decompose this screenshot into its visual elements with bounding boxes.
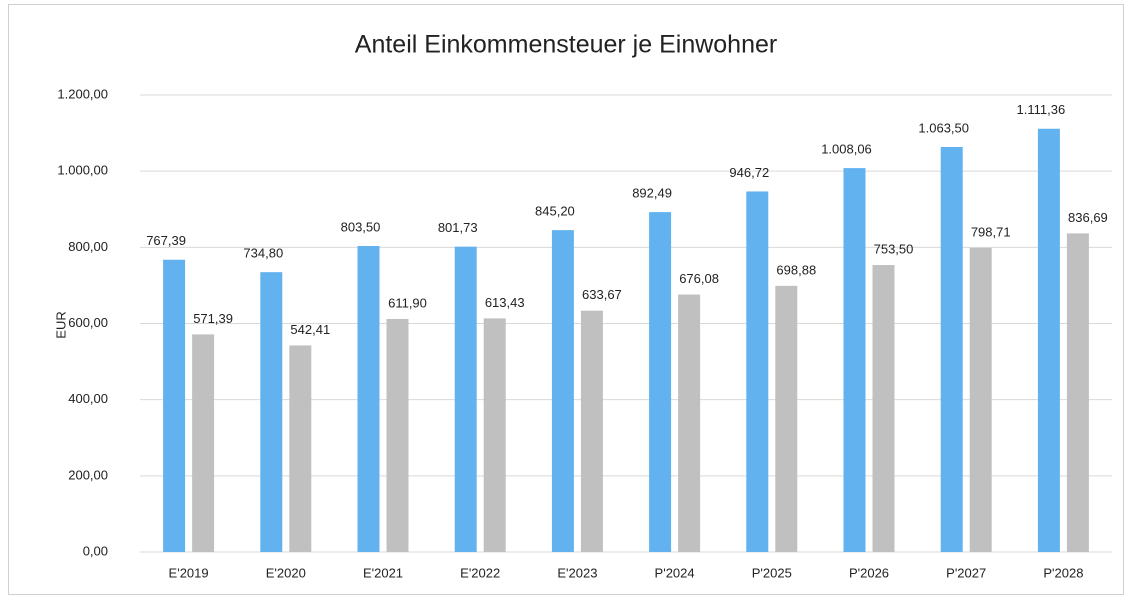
bar [192, 334, 215, 552]
value-label: 633,67 [582, 287, 622, 302]
value-label: 767,39 [146, 233, 186, 248]
bar [969, 247, 992, 552]
y-tick-label: 400,00 [68, 391, 108, 406]
bar [843, 168, 866, 552]
bar [678, 294, 701, 552]
x-tick-label: P'2025 [752, 565, 792, 580]
value-label: 1.111,36 [1017, 102, 1066, 117]
value-label: 836,69 [1068, 210, 1108, 225]
value-label: 1.008,06 [821, 142, 872, 157]
y-axis-label: EUR [53, 311, 68, 338]
bar [357, 246, 380, 552]
bar [386, 318, 409, 552]
bar [872, 265, 895, 552]
value-label: 803,50 [341, 219, 381, 234]
value-label: 1.063,50 [918, 120, 969, 135]
value-label: 892,49 [632, 186, 672, 201]
x-tick-label: E'2019 [169, 565, 209, 580]
value-label: 611,90 [388, 295, 427, 310]
y-tick-label: 200,00 [68, 467, 108, 482]
bar [289, 345, 312, 552]
bar [746, 191, 769, 553]
bar [454, 246, 477, 552]
value-label: 542,41 [290, 322, 330, 337]
x-tick-label: E'2020 [266, 565, 306, 580]
value-label: 698,88 [776, 262, 816, 277]
y-tick-label: 0,00 [83, 543, 108, 558]
bar [940, 146, 963, 552]
value-label: 845,20 [535, 204, 575, 219]
bar [483, 318, 506, 552]
value-label: 571,39 [193, 311, 233, 326]
x-tick-label: E'2023 [557, 565, 597, 580]
x-tick-label: P'2026 [849, 565, 889, 580]
x-tick-label: P'2027 [946, 565, 986, 580]
x-tick-label: P'2024 [655, 565, 695, 580]
value-label: 613,43 [485, 295, 525, 310]
y-tick-label: 1.200,00 [57, 86, 108, 101]
bar [163, 259, 186, 552]
bar [775, 285, 798, 552]
y-tick-label: 1.000,00 [57, 163, 108, 178]
x-tick-label: E'2022 [460, 565, 500, 580]
value-label: 801,73 [438, 220, 478, 235]
x-tick-label: P'2028 [1043, 565, 1083, 580]
chart-title: Anteil Einkommensteuer je Einwohner [355, 31, 777, 59]
bar [551, 230, 574, 552]
value-label: 798,71 [971, 224, 1011, 239]
value-label: 753,50 [874, 241, 914, 256]
value-label: 946,72 [729, 165, 769, 180]
x-tick-label: E'2021 [363, 565, 403, 580]
value-label: 676,08 [679, 271, 719, 286]
y-tick-label: 600,00 [68, 315, 108, 330]
y-tick-label: 800,00 [68, 239, 108, 254]
value-label: 734,80 [243, 246, 283, 261]
bar [649, 212, 672, 553]
bar [260, 272, 283, 552]
bar [580, 310, 603, 552]
bar [1037, 128, 1060, 552]
bar [1066, 233, 1089, 552]
